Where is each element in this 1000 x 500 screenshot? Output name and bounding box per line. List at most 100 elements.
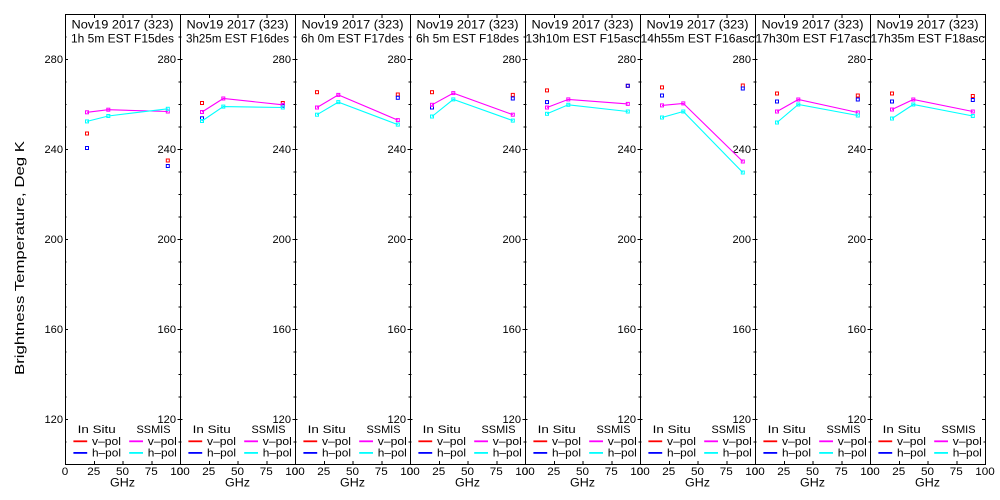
- svg-text:160: 160: [848, 324, 867, 336]
- svg-text:SSMIS: SSMIS: [482, 424, 516, 436]
- svg-text:240: 240: [158, 144, 177, 156]
- svg-text:GHz: GHz: [800, 478, 825, 490]
- svg-text:200: 200: [45, 234, 64, 246]
- svg-text:160: 160: [618, 324, 637, 336]
- svg-text:SSMIS: SSMIS: [827, 424, 861, 436]
- svg-text:GHz: GHz: [685, 478, 710, 490]
- svg-text:0: 0: [62, 466, 69, 478]
- svg-text:h–pol: h–pol: [148, 448, 177, 460]
- svg-text:280: 280: [503, 54, 522, 66]
- svg-text:25: 25: [662, 466, 675, 478]
- svg-text:50: 50: [231, 466, 244, 478]
- svg-text:280: 280: [618, 54, 637, 66]
- svg-text:280: 280: [388, 54, 407, 66]
- svg-text:v–pol: v–pol: [92, 436, 121, 448]
- svg-text:In Situ: In Situ: [768, 424, 806, 436]
- svg-text:SSMIS: SSMIS: [942, 424, 976, 436]
- svg-text:200: 200: [733, 234, 752, 246]
- svg-text:120: 120: [45, 414, 64, 426]
- svg-text:200: 200: [388, 234, 407, 246]
- svg-text:h–pol: h–pol: [493, 448, 522, 460]
- svg-text:0: 0: [522, 466, 529, 478]
- svg-text:SSMIS: SSMIS: [137, 424, 171, 436]
- svg-text:75: 75: [835, 466, 848, 478]
- svg-text:120: 120: [733, 414, 752, 426]
- svg-text:v–pol: v–pol: [608, 436, 637, 448]
- svg-text:240: 240: [733, 144, 752, 156]
- svg-text:160: 160: [733, 324, 752, 336]
- svg-text:0: 0: [407, 466, 414, 478]
- svg-text:In Situ: In Situ: [883, 424, 921, 436]
- svg-text:25: 25: [87, 466, 100, 478]
- svg-text:v–pol: v–pol: [207, 436, 236, 448]
- svg-text:240: 240: [273, 144, 292, 156]
- svg-text:75: 75: [145, 466, 158, 478]
- svg-text:280: 280: [733, 54, 752, 66]
- svg-text:1h 5m EST F15des: 1h 5m EST F15des: [71, 34, 174, 46]
- svg-text:13h10m EST F15asc: 13h10m EST F15asc: [526, 34, 640, 46]
- svg-text:v–pol: v–pol: [838, 436, 867, 448]
- svg-text:280: 280: [848, 54, 867, 66]
- svg-text:SSMIS: SSMIS: [597, 424, 631, 436]
- svg-text:240: 240: [848, 144, 867, 156]
- svg-text:100: 100: [630, 466, 650, 478]
- svg-text:v–pol: v–pol: [263, 436, 292, 448]
- svg-text:50: 50: [576, 466, 589, 478]
- svg-text:Nov19 2017 (323): Nov19 2017 (323): [762, 19, 864, 31]
- svg-text:v–pol: v–pol: [493, 436, 522, 448]
- svg-text:GHz: GHz: [340, 478, 365, 490]
- svg-text:h–pol: h–pol: [953, 448, 982, 460]
- svg-text:Nov19 2017 (323): Nov19 2017 (323): [302, 19, 404, 31]
- svg-text:240: 240: [388, 144, 407, 156]
- svg-text:0: 0: [637, 466, 644, 478]
- svg-text:100: 100: [860, 466, 880, 478]
- svg-text:120: 120: [388, 414, 407, 426]
- svg-text:120: 120: [618, 414, 637, 426]
- svg-text:v–pol: v–pol: [782, 436, 811, 448]
- svg-text:In Situ: In Situ: [538, 424, 576, 436]
- svg-text:0: 0: [292, 466, 299, 478]
- svg-text:h–pol: h–pol: [207, 448, 236, 460]
- svg-text:120: 120: [848, 414, 867, 426]
- svg-text:3h25m EST F16des: 3h25m EST F16des: [186, 34, 289, 46]
- svg-text:Nov19 2017 (323): Nov19 2017 (323): [72, 19, 174, 31]
- svg-text:25: 25: [317, 466, 330, 478]
- svg-text:Nov19 2017 (323): Nov19 2017 (323): [877, 19, 979, 31]
- svg-text:75: 75: [260, 466, 273, 478]
- svg-text:50: 50: [921, 466, 934, 478]
- svg-text:0: 0: [867, 466, 874, 478]
- svg-text:v–pol: v–pol: [322, 436, 351, 448]
- svg-text:50: 50: [691, 466, 704, 478]
- svg-text:h–pol: h–pol: [782, 448, 811, 460]
- svg-text:75: 75: [720, 466, 733, 478]
- svg-text:120: 120: [503, 414, 522, 426]
- svg-text:h–pol: h–pol: [723, 448, 752, 460]
- svg-text:280: 280: [45, 54, 64, 66]
- svg-text:Nov19 2017 (323): Nov19 2017 (323): [532, 19, 634, 31]
- svg-text:280: 280: [158, 54, 177, 66]
- svg-text:v–pol: v–pol: [723, 436, 752, 448]
- svg-text:240: 240: [45, 144, 64, 156]
- svg-text:17h30m EST F17asc: 17h30m EST F17asc: [756, 34, 870, 46]
- svg-text:25: 25: [547, 466, 560, 478]
- svg-text:75: 75: [950, 466, 963, 478]
- svg-text:25: 25: [202, 466, 215, 478]
- svg-text:25: 25: [432, 466, 445, 478]
- svg-text:In Situ: In Situ: [193, 424, 231, 436]
- svg-text:Nov19 2017 (323): Nov19 2017 (323): [647, 19, 749, 31]
- svg-text:h–pol: h–pol: [378, 448, 407, 460]
- svg-text:6h 0m EST F17des: 6h 0m EST F17des: [301, 34, 404, 46]
- svg-text:v–pol: v–pol: [552, 436, 581, 448]
- svg-text:160: 160: [158, 324, 177, 336]
- svg-text:In Situ: In Situ: [653, 424, 691, 436]
- svg-text:In Situ: In Situ: [308, 424, 346, 436]
- svg-text:100: 100: [400, 466, 420, 478]
- svg-text:In Situ: In Situ: [78, 424, 116, 436]
- svg-text:200: 200: [848, 234, 867, 246]
- svg-text:50: 50: [806, 466, 819, 478]
- svg-text:h–pol: h–pol: [667, 448, 696, 460]
- svg-text:GHz: GHz: [225, 478, 250, 490]
- svg-text:v–pol: v–pol: [148, 436, 177, 448]
- svg-text:0: 0: [177, 466, 184, 478]
- svg-text:v–pol: v–pol: [897, 436, 926, 448]
